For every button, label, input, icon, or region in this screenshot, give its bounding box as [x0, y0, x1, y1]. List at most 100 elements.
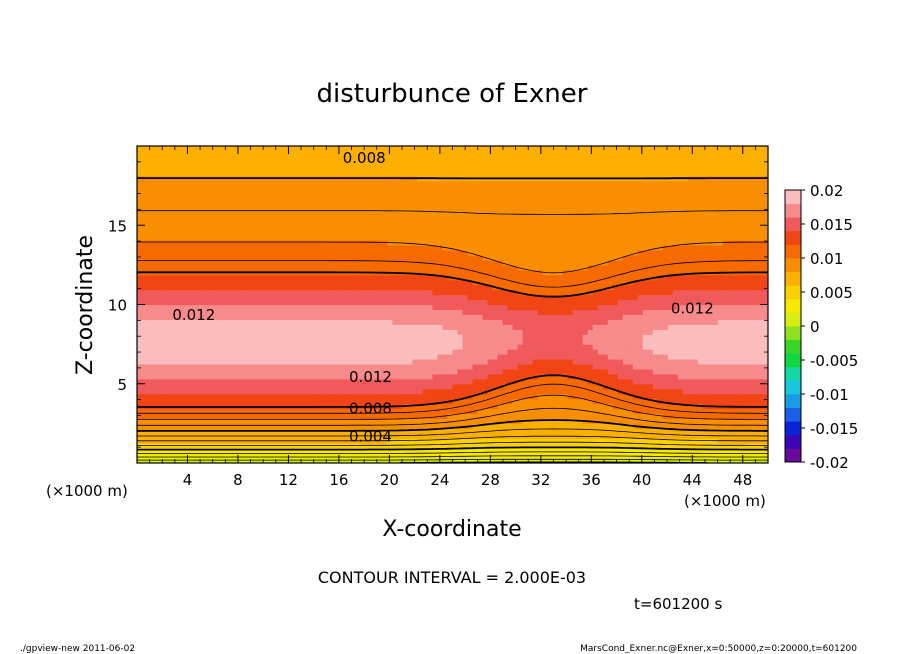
contour-cell: [292, 358, 298, 365]
contour-cell: [227, 274, 233, 281]
contour-cell: [267, 398, 273, 405]
contour-cell: [367, 160, 373, 167]
contour-cell: [152, 180, 158, 187]
contour-cell: [267, 264, 273, 271]
contour-cell: [452, 349, 459, 355]
contour-cell: [502, 150, 509, 157]
contour-cell: [452, 408, 459, 415]
contour-cell: [422, 309, 429, 315]
contour-cell: [252, 299, 258, 306]
contour-cell: [417, 398, 424, 405]
contour-cell: [417, 294, 424, 301]
contour-cell: [412, 403, 419, 410]
contour-cell: [242, 259, 248, 266]
contour-cell: [327, 334, 333, 340]
contour-cell: [457, 150, 464, 157]
contour-cell: [357, 146, 363, 152]
contour-cell: [452, 146, 459, 152]
contour-cell: [517, 150, 524, 157]
contour-cell: [397, 264, 404, 271]
contour-cell: [192, 155, 198, 162]
contour-cell: [497, 443, 504, 449]
contour-cell: [472, 205, 479, 211]
contour-cell: [452, 383, 459, 390]
contour-cell: [497, 354, 504, 360]
contour-cell: [187, 354, 193, 360]
contour-cell: [227, 334, 233, 340]
contour-cell: [367, 413, 373, 420]
contour-cell: [337, 289, 343, 296]
contour-cell: [427, 205, 434, 211]
contour-cell: [212, 339, 218, 345]
contour-cell: [457, 210, 464, 216]
contour-cell: [317, 284, 323, 291]
contour-cell: [392, 254, 399, 261]
contour-cell: [197, 284, 203, 291]
contour-cell: [197, 200, 203, 207]
contour-cell: [177, 215, 183, 221]
contour-cell: [337, 185, 343, 192]
contour-cell: [332, 408, 338, 415]
contour-cell: [512, 215, 519, 221]
contour-cell: [302, 220, 308, 226]
contour-cell: [342, 170, 348, 177]
contour-cell: [512, 349, 519, 355]
contour-cell: [267, 225, 273, 231]
contour-cell: [202, 210, 208, 216]
contour-cell: [197, 279, 203, 286]
contour-cell: [492, 329, 499, 335]
contour-cell: [262, 245, 268, 251]
contour-cell: [397, 349, 404, 355]
contour-cell: [387, 289, 394, 296]
contour-cell: [202, 319, 208, 325]
contour-cell: [422, 324, 429, 330]
contour-cell: [407, 294, 414, 301]
contour-cell: [362, 264, 368, 271]
contour-cell: [382, 458, 388, 463]
contour-cell: [442, 378, 449, 385]
contour-cell: [467, 185, 474, 192]
contour-cell: [522, 324, 529, 330]
contour-cell: [247, 259, 253, 266]
contour-cell: [202, 259, 208, 266]
contour-cell: [387, 225, 394, 231]
contour-cell: [287, 235, 293, 241]
contour-cell: [257, 413, 263, 420]
contour-cell: [252, 349, 258, 355]
contour-cell: [407, 378, 414, 385]
contour-cell: [137, 324, 143, 330]
contour-cell: [372, 443, 378, 449]
contour-cell: [247, 185, 253, 192]
contour-cell: [232, 344, 238, 350]
contour-cell: [347, 254, 353, 261]
contour-cell: [502, 240, 509, 246]
contour-cell: [297, 398, 303, 405]
contour-cell: [172, 165, 178, 172]
contour-cell: [477, 423, 484, 429]
contour-cell: [222, 294, 228, 301]
contour-cell: [207, 408, 213, 415]
contour-cell: [167, 448, 173, 454]
contour-cell: [402, 314, 409, 320]
contour-cell: [317, 230, 323, 236]
contour-cell: [387, 349, 394, 355]
contour-cell: [477, 160, 484, 167]
contour-cell: [137, 245, 143, 251]
contour-cell: [147, 368, 153, 375]
contour-cell: [157, 240, 163, 246]
contour-cell: [477, 448, 484, 454]
contour-cell: [487, 170, 494, 177]
contour-cell: [272, 274, 278, 281]
contour-cell: [257, 373, 263, 380]
contour-cell: [342, 398, 348, 405]
contour-cell: [262, 205, 268, 211]
contour-cell: [317, 304, 323, 311]
contour-cell: [477, 254, 484, 261]
contour-cell: [227, 448, 233, 454]
contour-cell: [277, 349, 283, 355]
contour-cell: [337, 190, 343, 197]
contour-cell: [397, 388, 404, 395]
contour-cell: [277, 319, 283, 325]
contour-cell: [162, 398, 168, 405]
contour-cell: [387, 453, 394, 459]
